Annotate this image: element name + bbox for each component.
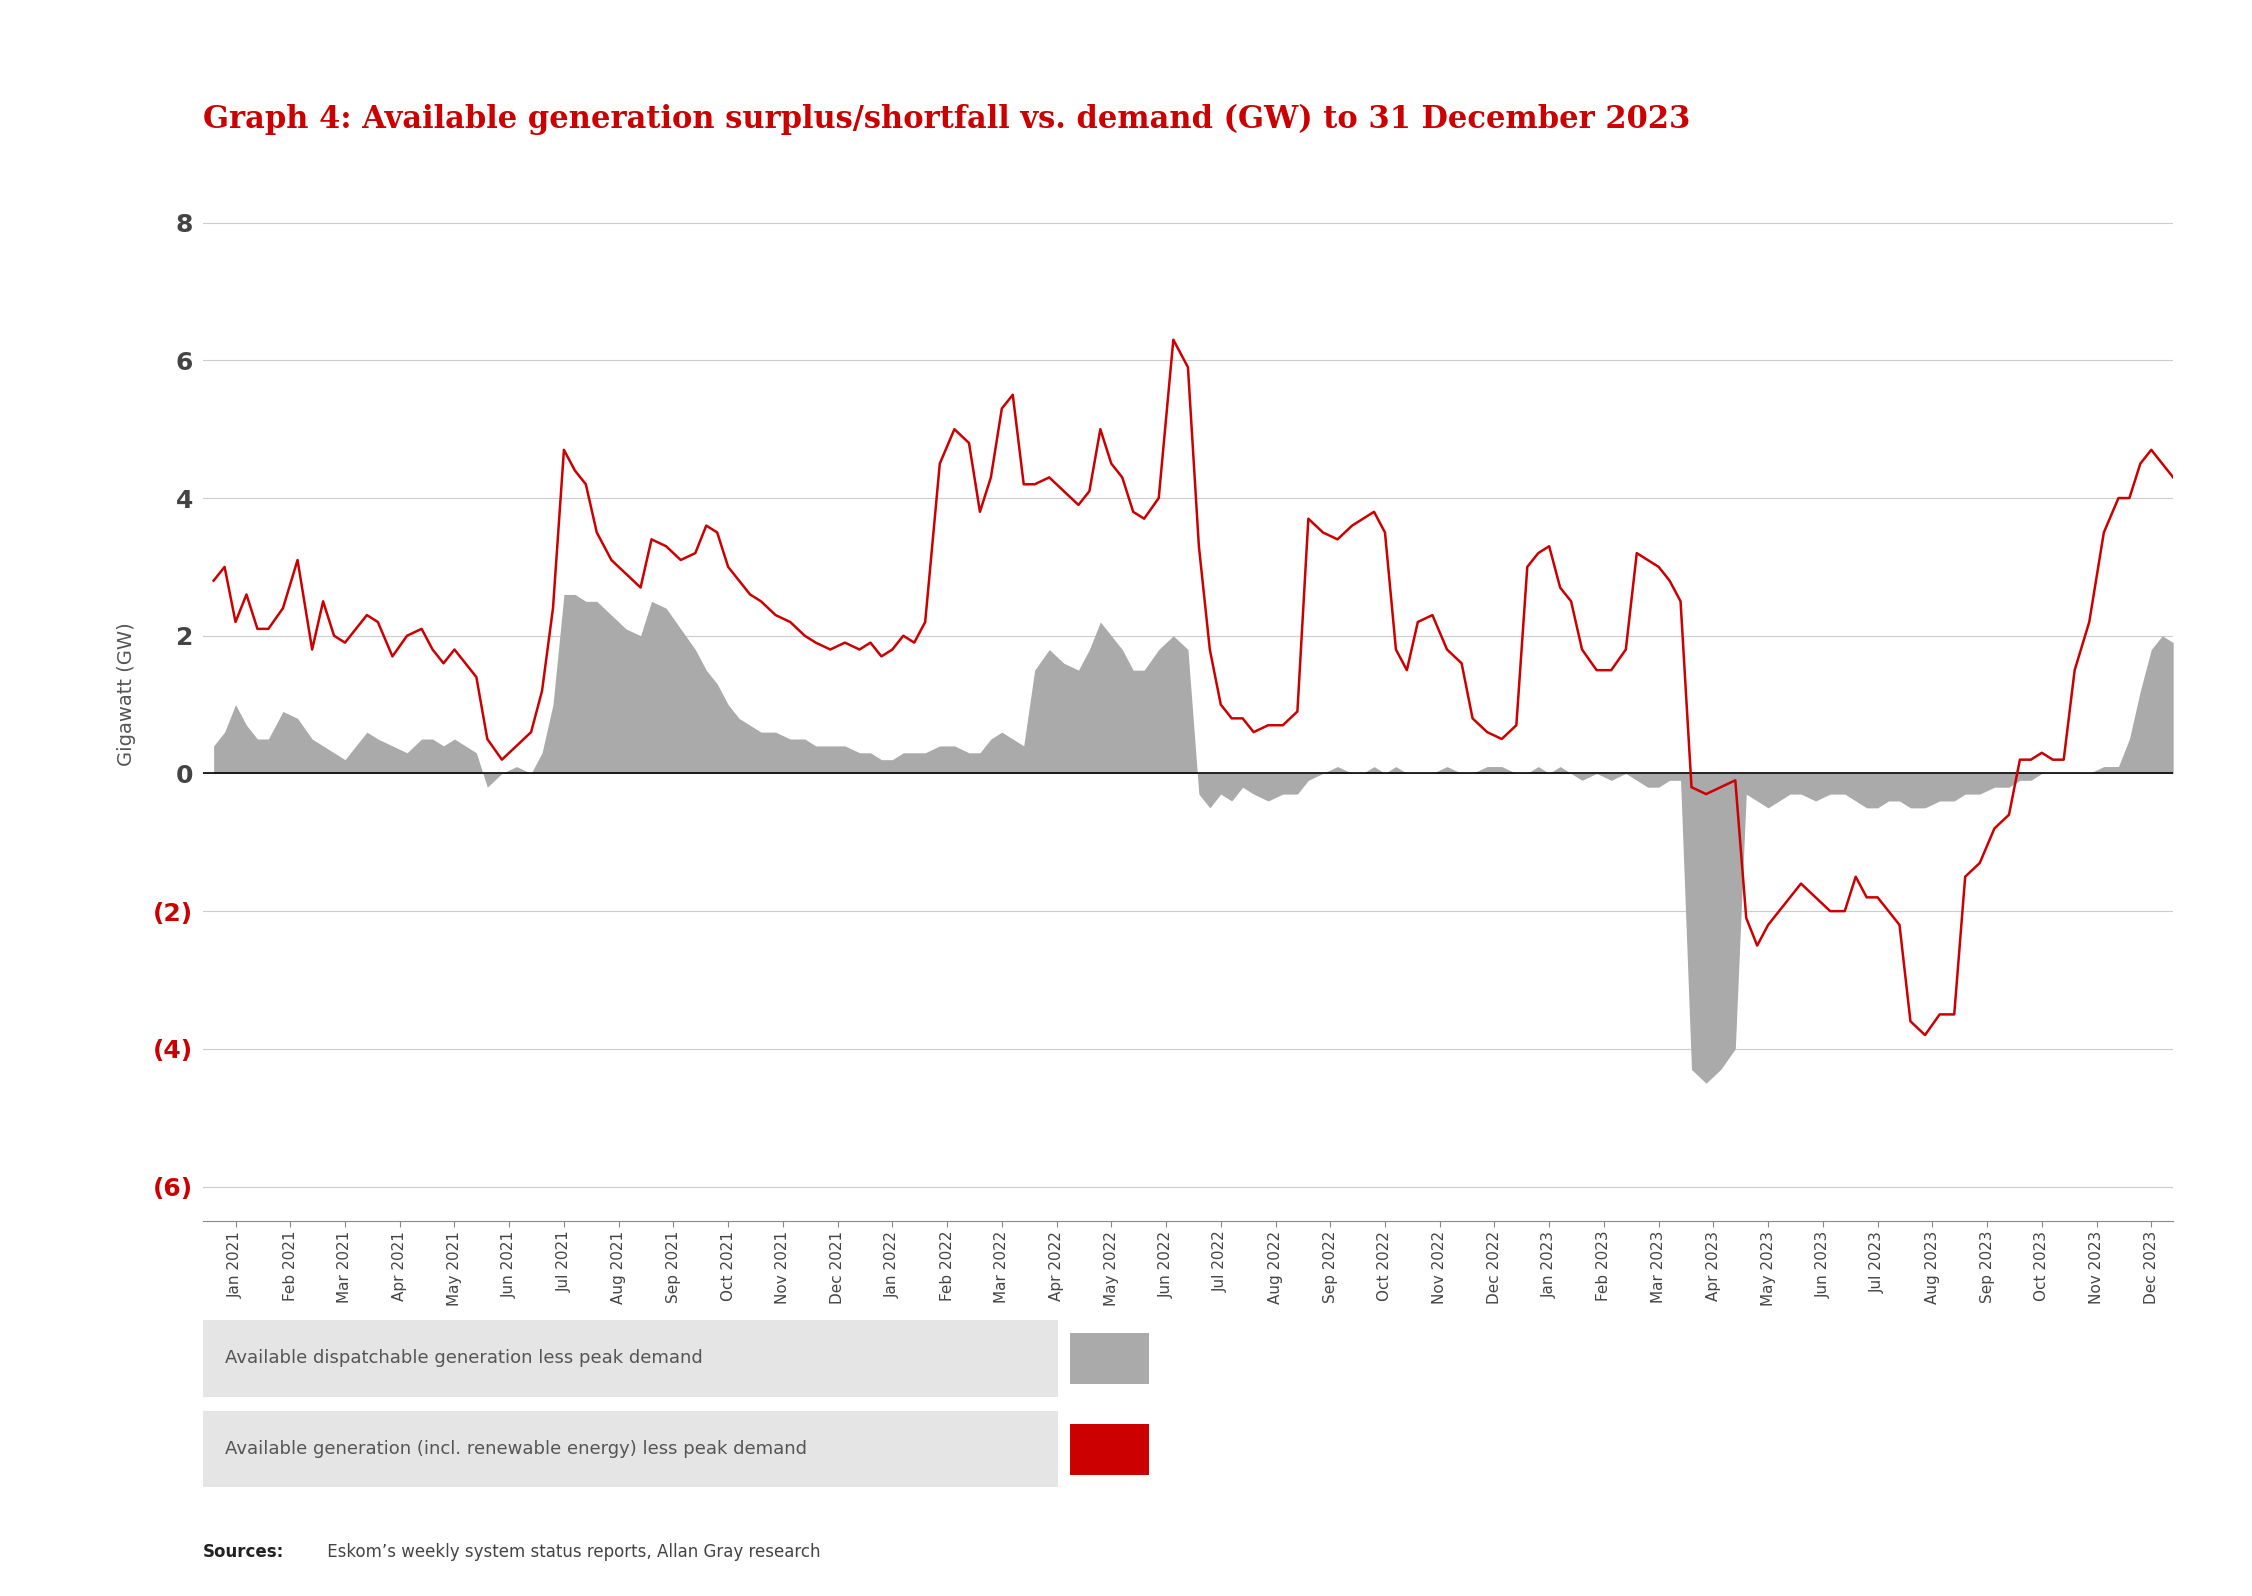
Text: Available dispatchable generation less peak demand: Available dispatchable generation less p… xyxy=(225,1349,703,1368)
Text: Graph 4: Available generation surplus/shortfall vs. demand (GW) to 31 December 2: Graph 4: Available generation surplus/sh… xyxy=(203,104,1689,136)
Text: Available generation (incl. renewable energy) less peak demand: Available generation (incl. renewable en… xyxy=(225,1440,806,1459)
Text: Eskom’s weekly system status reports, Allan Gray research: Eskom’s weekly system status reports, Al… xyxy=(322,1543,820,1561)
Y-axis label: Gigawatt (GW): Gigawatt (GW) xyxy=(117,622,135,766)
Text: Sources:: Sources: xyxy=(203,1543,284,1561)
